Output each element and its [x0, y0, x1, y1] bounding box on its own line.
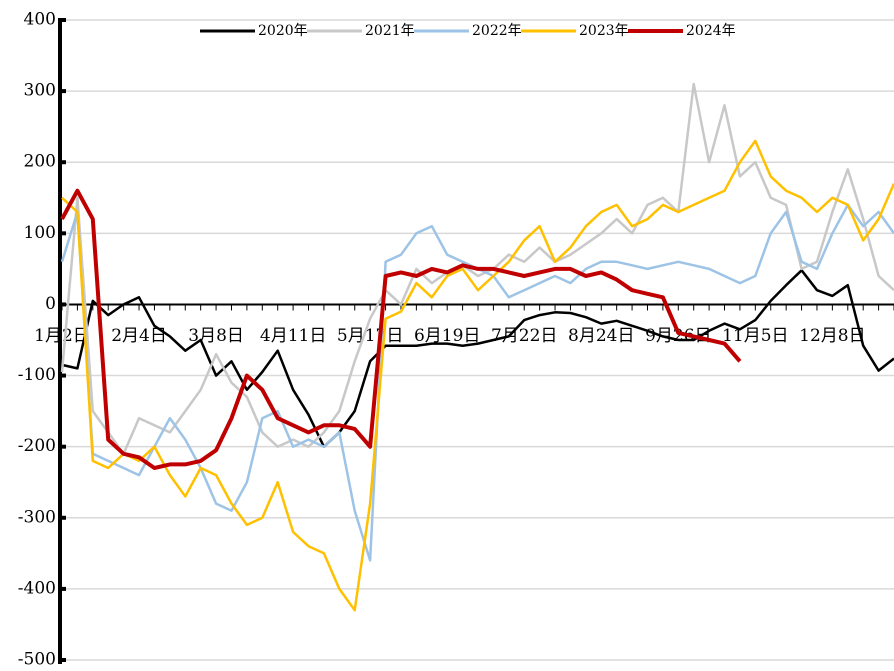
- x-tick-label: 1月2日: [34, 326, 90, 346]
- x-tick-label: 11月5日: [722, 326, 788, 346]
- y-tick-label: 100: [24, 223, 56, 243]
- legend-label: 2020年: [258, 23, 308, 39]
- series-line: [60, 188, 742, 470]
- series-line: [61, 269, 894, 448]
- x-tick-label: 9月26日: [645, 326, 711, 346]
- y-tick-label: -100: [18, 365, 56, 385]
- x-tick-label: 5月17日: [337, 326, 403, 346]
- x-tick-label: 7月22日: [491, 326, 557, 346]
- series-line: [60, 82, 894, 456]
- x-tick-label: 2月4日: [111, 326, 167, 346]
- y-tick-label: -400: [18, 578, 56, 598]
- x-tick-label: 12月8日: [799, 326, 865, 346]
- x-tick-label: 6月19日: [414, 326, 480, 346]
- x-tick-label: 4月11日: [260, 326, 326, 346]
- y-tick-label: -200: [18, 436, 56, 456]
- legend-label: 2022年: [472, 23, 522, 39]
- legend-label: 2024年: [686, 23, 736, 39]
- series-line: [60, 203, 894, 562]
- legend-label: 2023年: [579, 23, 629, 39]
- y-tick-label: -500: [18, 650, 56, 670]
- x-tick-label: 8月24日: [568, 326, 634, 346]
- y-tick-label: 200: [24, 152, 56, 172]
- y-tick-label: 400: [24, 10, 56, 30]
- y-tick-label: 0: [45, 294, 56, 314]
- y-tick-label: -300: [18, 507, 56, 527]
- legend-label: 2021年: [365, 23, 415, 39]
- series-line: [61, 139, 894, 612]
- y-tick-label: 300: [24, 81, 56, 101]
